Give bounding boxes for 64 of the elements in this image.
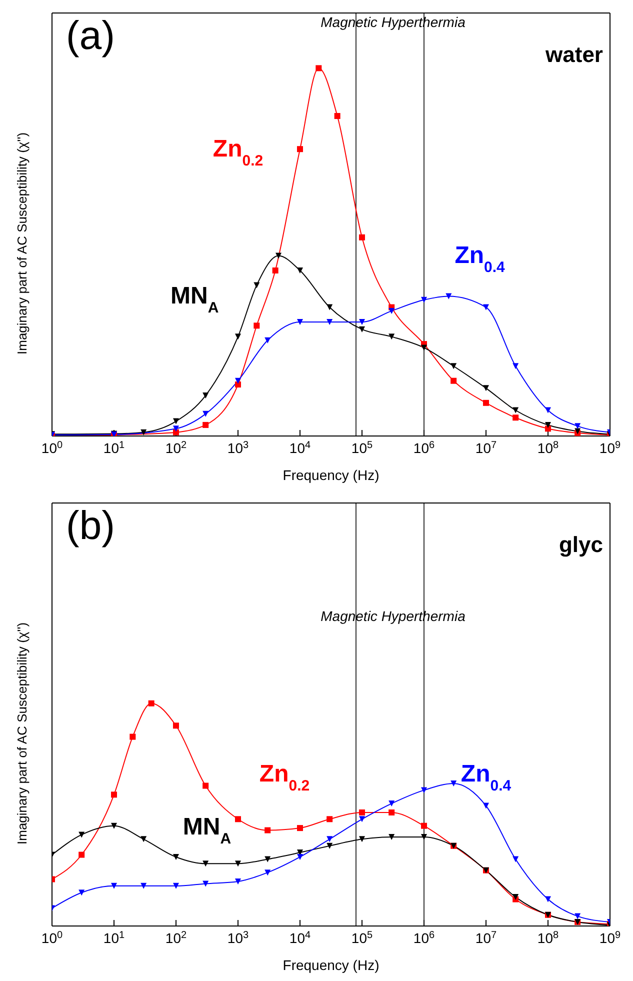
point [78,890,85,896]
point [111,792,117,798]
x-tick-label: 10$^{1}$ [103,930,126,946]
point [202,860,209,867]
x-tick-label: 10$^{2}$ [165,440,188,456]
x-tick-label: 10$^{6}$ [413,440,436,456]
text: glyc [558,532,603,558]
series-label: MN$_{A}$ [170,282,219,316]
point [388,800,395,807]
point [574,913,581,920]
x-tick-label: 10$^{0}$ [41,440,64,456]
point [78,832,85,838]
x-tick-label: 10$^{3}$ [227,930,250,946]
point [140,836,147,842]
point [297,854,303,860]
x-tick-label: 10$^{4}$ [289,440,312,456]
point [264,870,271,876]
point [111,822,117,829]
point [173,882,179,889]
x-tick-label: 10$^{3}$ [227,440,250,456]
x-tick-label: 10$^{5}$ [351,930,374,946]
y-axis-title: Imaginary part of AC Susceptibility (χ'') [14,132,30,354]
point [173,854,179,860]
y-axis-title: Imaginary part of AC Susceptibility (χ'') [14,622,30,844]
x-tick-label: 10$^{7}$ [475,440,498,456]
x-tick-label: 10$^{1}$ [103,440,126,456]
x-tick-label: 10$^{0}$ [41,930,64,946]
chart-title: (a) [66,14,115,58]
x-tick-label: 10$^{4}$ [289,930,312,946]
point [111,882,117,889]
series-label: Zn$_{0.2}$ [212,135,264,169]
point [388,834,395,840]
text: water [546,42,603,68]
point [545,896,551,902]
point [264,856,271,862]
x-tick-label: 10$^{6}$ [413,930,436,946]
x-tick-label: 10$^{9}$ [599,440,622,456]
point [235,878,241,884]
point [421,834,427,840]
series-label: Zn$_{0.2}$ [259,760,310,794]
x-tick-label: 10$^{5}$ [351,440,374,456]
point [450,780,457,787]
point [78,852,85,858]
point [326,836,333,842]
x-tick-label: 10$^{9}$ [599,930,622,946]
series-label: Zn$_{0.4}$ [454,242,506,276]
point [483,802,489,809]
x-axis-title: Frequency (Hz) [282,957,380,973]
point [326,842,333,849]
point [235,860,241,867]
point [421,787,427,794]
point [512,856,519,862]
series-label: Zn$_{0.4}$ [460,760,512,794]
x-tick-label: 10$^{8}$ [537,440,560,456]
series-label: MN$_{A}$ [182,814,232,848]
x-tick-label: 10$^{2}$ [165,930,188,946]
chart-title: (b) [66,504,115,548]
point [359,836,365,842]
x-axis-title: Frequency (Hz) [282,467,380,483]
point [359,816,365,822]
point [140,882,147,889]
x-tick-label: 10$^{8}$ [537,930,560,946]
point [202,880,209,887]
x-tick-label: 10$^{7}$ [475,930,498,946]
